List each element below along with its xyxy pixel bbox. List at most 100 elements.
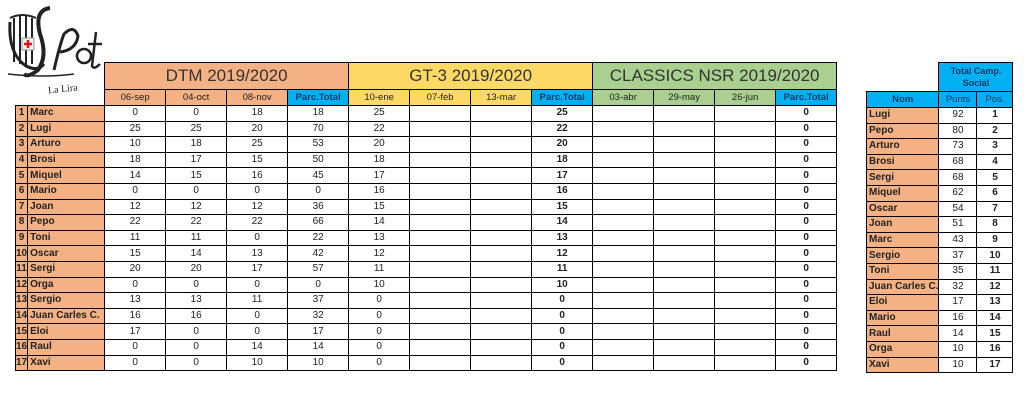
parc-total-cell: 36 bbox=[287, 198, 350, 216]
row-number: 17 bbox=[14, 354, 29, 372]
parc-total-cell: 37 bbox=[287, 292, 350, 309]
standings-position: 9 bbox=[976, 231, 1014, 249]
score-cell bbox=[714, 323, 777, 340]
row-number: 16 bbox=[14, 338, 29, 356]
score-cell bbox=[592, 245, 655, 262]
points-header: Punts bbox=[938, 91, 978, 108]
score-cell: 14 bbox=[226, 338, 289, 356]
standings-name: Arturo bbox=[865, 138, 940, 155]
score-cell bbox=[470, 167, 533, 184]
standings-name: Pepo bbox=[865, 122, 940, 140]
parc-total-cell: 50 bbox=[287, 151, 350, 169]
driver-name: Miquel bbox=[27, 167, 106, 184]
score-cell bbox=[470, 151, 533, 169]
driver-name: Juan Carles C. bbox=[27, 307, 106, 325]
parc-total-cell: 11 bbox=[531, 260, 594, 278]
driver-name: Arturo bbox=[27, 136, 106, 153]
score-cell bbox=[714, 307, 777, 325]
score-cell: 12 bbox=[226, 198, 289, 216]
standings-points: 16 bbox=[938, 309, 978, 327]
row-number: 15 bbox=[14, 323, 29, 340]
score-cell bbox=[409, 214, 472, 231]
score-cell bbox=[409, 323, 472, 340]
row-number: 1 bbox=[14, 105, 29, 122]
standings-position: 6 bbox=[976, 184, 1014, 202]
results-table: DTM 2019/2020 GT-3 2019/2020 CLASSICS NSR … bbox=[14, 62, 838, 372]
driver-name: Pepo bbox=[27, 214, 106, 231]
parc-total-cell: 0 bbox=[775, 151, 838, 169]
score-cell bbox=[409, 198, 472, 216]
standings-name: Sergio bbox=[865, 247, 940, 264]
score-cell bbox=[714, 354, 777, 372]
table-row: 10 Oscar 15 14 13 42 12 12 0 bbox=[14, 245, 838, 262]
score-cell: 0 bbox=[226, 182, 289, 200]
score-cell bbox=[409, 260, 472, 278]
score-cell bbox=[409, 229, 472, 247]
score-cell bbox=[714, 105, 777, 122]
score-cell bbox=[714, 338, 777, 356]
table-row: 4 Brosi 18 17 15 50 18 18 0 bbox=[14, 151, 838, 169]
score-cell: 0 bbox=[104, 354, 167, 372]
table-row: 11 Sergi 20 20 17 57 11 11 0 bbox=[14, 260, 838, 278]
driver-name: Brosi bbox=[27, 151, 106, 169]
spacer bbox=[867, 63, 939, 92]
standings-position: 14 bbox=[976, 309, 1014, 327]
parc-total-cell: 0 bbox=[531, 338, 594, 356]
standings-row: Toni 35 11 bbox=[865, 262, 1014, 280]
score-cell bbox=[714, 245, 777, 262]
score-cell bbox=[592, 167, 655, 184]
score-cell: 10 bbox=[104, 136, 167, 153]
table-row: 16 Raul 0 0 14 14 0 0 0 bbox=[14, 338, 838, 356]
parc-total-cell: 42 bbox=[287, 245, 350, 262]
score-cell: 0 bbox=[104, 276, 167, 294]
score-cell bbox=[653, 323, 716, 340]
parc-total-cell: 0 bbox=[775, 292, 838, 309]
date-header: 08-nov bbox=[226, 89, 289, 106]
score-cell: 13 bbox=[348, 229, 411, 247]
standings-points: 80 bbox=[938, 122, 978, 140]
standings-row: Lugi 92 1 bbox=[865, 107, 1014, 124]
score-cell bbox=[653, 198, 716, 216]
score-cell: 0 bbox=[348, 292, 411, 309]
standings-position: 16 bbox=[976, 340, 1014, 358]
standings-position: 7 bbox=[976, 200, 1014, 218]
row-number: 3 bbox=[14, 136, 29, 153]
score-cell bbox=[409, 354, 472, 372]
score-cell: 0 bbox=[104, 338, 167, 356]
table-row: 17 Xavi 0 0 10 10 0 0 0 bbox=[14, 354, 838, 372]
parc-total-cell: 10 bbox=[531, 276, 594, 294]
standings-name: Mario bbox=[865, 309, 940, 327]
row-number: 11 bbox=[14, 260, 29, 278]
score-cell: 0 bbox=[348, 338, 411, 356]
score-cell: 17 bbox=[226, 260, 289, 278]
score-cell: 18 bbox=[104, 151, 167, 169]
score-cell bbox=[470, 214, 533, 231]
score-cell: 22 bbox=[226, 214, 289, 231]
score-cell: 0 bbox=[165, 354, 228, 372]
standings-position: 11 bbox=[976, 262, 1014, 280]
score-cell bbox=[470, 120, 533, 138]
score-cell: 0 bbox=[165, 338, 228, 356]
standings-points: 14 bbox=[938, 325, 978, 342]
date-header: 10-ene bbox=[348, 89, 411, 106]
score-cell: 0 bbox=[348, 307, 411, 325]
parc-total-cell: 15 bbox=[531, 198, 594, 216]
score-cell bbox=[592, 292, 655, 309]
score-cell bbox=[714, 276, 777, 294]
parc-total-cell: 0 bbox=[775, 354, 838, 372]
score-cell bbox=[592, 307, 655, 325]
score-cell bbox=[653, 105, 716, 122]
section-title-gt3: GT-3 2019/2020 bbox=[348, 62, 594, 90]
standings-row: Juan Carles C. 32 12 bbox=[865, 278, 1014, 296]
driver-name: Marc bbox=[27, 105, 106, 122]
score-cell bbox=[592, 120, 655, 138]
date-header: 03-abr bbox=[592, 89, 655, 106]
score-cell bbox=[714, 136, 777, 153]
score-cell: 15 bbox=[348, 198, 411, 216]
score-cell bbox=[470, 136, 533, 153]
standings-row: Joan 51 8 bbox=[865, 216, 1014, 233]
score-cell bbox=[592, 260, 655, 278]
standings-row: Arturo 73 3 bbox=[865, 138, 1014, 155]
date-header: 04-oct bbox=[165, 89, 228, 106]
standings-name: Lugi bbox=[865, 107, 940, 124]
